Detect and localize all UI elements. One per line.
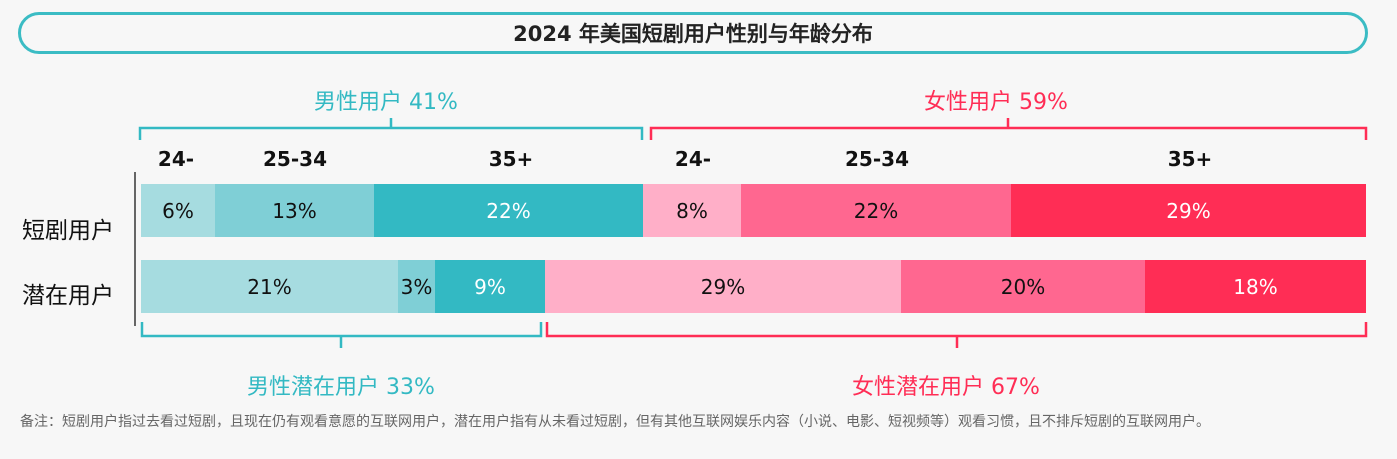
bar-segment: 18% bbox=[1145, 260, 1366, 313]
data-label: 6% bbox=[162, 198, 194, 223]
bracket-male-potential bbox=[140, 322, 543, 348]
data-label: 29% bbox=[1166, 198, 1211, 223]
chart-title: 2024 年美国短剧用户性别与年龄分布 bbox=[18, 12, 1368, 54]
age-label-male-24: 24- bbox=[157, 147, 195, 171]
data-label: 29% bbox=[700, 274, 746, 299]
bar-segment: 22% bbox=[374, 184, 643, 237]
age-label-female-25-34: 25-34 bbox=[845, 147, 909, 171]
age-label-male-25-34: 25-34 bbox=[263, 147, 327, 171]
bar-segment: 20% bbox=[901, 260, 1145, 313]
bar-segment: 13% bbox=[215, 184, 374, 237]
data-label: 8% bbox=[676, 198, 708, 223]
bar-segment: 3% bbox=[398, 260, 435, 313]
data-label: 21% bbox=[247, 274, 292, 299]
bar-segment: 9% bbox=[435, 260, 545, 313]
data-label: 13% bbox=[272, 198, 317, 223]
age-label-female-24: 24- bbox=[674, 147, 712, 171]
bar-segment: 6% bbox=[141, 184, 215, 237]
bracket-male-users bbox=[138, 118, 644, 140]
row-axis-line bbox=[134, 172, 136, 326]
bar-segment: 8% bbox=[643, 184, 741, 237]
row-label-short-drama-users: 短剧用户 bbox=[22, 218, 114, 244]
group-label-male-users: 男性用户 41% bbox=[314, 90, 458, 115]
age-label-male-35: 35+ bbox=[488, 147, 534, 171]
data-label: 3% bbox=[400, 274, 433, 299]
data-label: 22% bbox=[853, 198, 899, 223]
bar-segment: 21% bbox=[141, 260, 398, 313]
data-label: 20% bbox=[1000, 274, 1046, 299]
group-label-female-users: 女性用户 59% bbox=[924, 90, 1068, 115]
age-label-female-35: 35+ bbox=[1167, 147, 1213, 171]
footnote: 备注：短剧用户指过去看过短剧，且现在仍有观看意愿的互联网用户，潜在用户指有从未看… bbox=[20, 414, 1210, 430]
bracket-female-potential bbox=[545, 322, 1368, 348]
bar-segment: 29% bbox=[545, 260, 901, 313]
bar-segment: 22% bbox=[741, 184, 1011, 237]
row-label-potential-users: 潜在用户 bbox=[22, 283, 114, 309]
data-label: 18% bbox=[1233, 274, 1278, 299]
group-label-male-potential: 男性潜在用户 33% bbox=[247, 375, 435, 400]
bracket-female-users bbox=[649, 118, 1368, 140]
data-label: 22% bbox=[486, 198, 531, 223]
group-label-female-potential: 女性潜在用户 67% bbox=[852, 375, 1040, 400]
bar-segment: 29% bbox=[1011, 184, 1366, 237]
data-label: 9% bbox=[474, 274, 506, 299]
